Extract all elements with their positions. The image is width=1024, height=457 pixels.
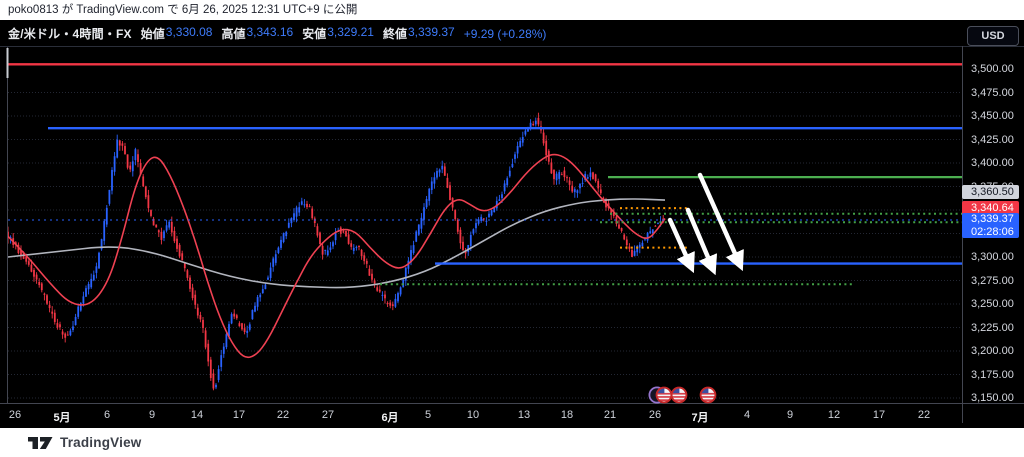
us-flag-event-icon[interactable] (655, 386, 673, 404)
plot-borders (0, 46, 1024, 423)
white-ma-line (7, 198, 666, 289)
price-tick-label: 3,175.00 (971, 368, 1014, 381)
time-tick-month: 6月 (381, 412, 399, 424)
ohlc-field: 安値 3,329.21 (302, 25, 374, 41)
time-tick-day: 27 (321, 409, 335, 421)
ohlc-field: 高値 3,343.16 (221, 25, 294, 41)
us-flag-event-icon[interactable] (699, 386, 717, 404)
tradingview-logo-icon[interactable] (28, 434, 53, 451)
time-tick-day: 13 (517, 409, 531, 421)
price-tick-label: 3,300.00 (971, 251, 1014, 263)
chart-container[interactable]: 金/米ドル・4時間・FX 始値 3,330.08 高値 3,343.16 安値 3,329… (0, 20, 1024, 428)
time-tick-day: 21 (603, 409, 617, 421)
time-tick-day: 18 (560, 409, 574, 421)
price-tick-label: 3,475.00 (971, 86, 1014, 99)
gridlines (8, 92, 962, 399)
price-tick-label: 3,225.00 (971, 321, 1014, 334)
price-tick-label: 3,150.00 (971, 392, 1014, 404)
price-scale[interactable]: USD 3,500.00 3,475.00 3,450.00 3,425.00 3,40… (962, 20, 1024, 428)
time-tick-day: 10 (466, 409, 480, 421)
symbol-title[interactable]: 金/米ドル・4時間・FX (8, 27, 132, 41)
bar-countdown: 02:28:06 (971, 225, 1014, 238)
time-tick-day: 26 (648, 409, 662, 421)
price-tick-label: 3,425.00 (971, 133, 1014, 146)
last-price-value: 3,339.37 (971, 213, 1014, 225)
time-tick-month: 5月 (53, 412, 71, 424)
symbol-legend: 金/米ドル・4時間・FX 始値 3,330.08 高値 3,343.16 安値 3,329… (8, 25, 546, 42)
time-tick-day: 17 (232, 409, 246, 421)
red-ma-price-tag: 3,340.64 (962, 201, 1019, 215)
price-tick-label: 3,275.00 (971, 274, 1014, 287)
white-ma-price-tag: 3,360.50 (962, 185, 1019, 199)
price-tick-label: 3,450.00 (971, 110, 1014, 122)
red-ma-line (7, 153, 666, 359)
publication-info-bar: poko0813 が TradingView.com で 6月 26, 2025… (0, 0, 1024, 20)
publication-text: poko0813 が TradingView.com で 6月 26, 2025… (8, 4, 358, 16)
time-tick-day: 4 (743, 409, 751, 421)
time-tick-day: 22 (917, 409, 931, 421)
ohlc-field: 終値 3,339.37 (382, 25, 455, 41)
last-price-tag: 3,339.37 02:28:06 (962, 213, 1019, 238)
price-tick-label: 3,250.00 (971, 298, 1014, 310)
time-tick-day: 22 (276, 409, 290, 421)
ohlc-field: 始値 3,330.08 (140, 25, 213, 41)
price-tick-label: 3,500.00 (971, 63, 1014, 75)
currency-toggle-button[interactable]: USD (967, 26, 1019, 46)
time-tick-day: 26 (8, 409, 22, 421)
us-flag-event-icon[interactable] (670, 386, 688, 404)
chart-canvas[interactable] (0, 20, 1024, 428)
footer-bar: TradingView (0, 428, 1024, 457)
time-tick-day: 6 (103, 409, 111, 421)
time-axis[interactable]: 26 5月 6 9 14 17 22 27 6月 5 10 13 18 21 26 7月 4 9 12 17 22 (0, 403, 962, 428)
down-arrows-drawing[interactable] (667, 172, 744, 276)
time-tick-day: 12 (827, 409, 841, 421)
ohlc-fields: 始値 3,330.08 高値 3,343.16 安値 3,329.21 終値 3,339.37 (141, 25, 455, 42)
time-tick-day: 9 (786, 409, 794, 421)
tradingview-brand-text[interactable]: TradingView (60, 435, 142, 450)
time-tick-day: 14 (190, 409, 204, 421)
change-value: +9.29 (+0.28%) (463, 26, 547, 41)
price-tick-label: 3,400.00 (971, 157, 1014, 169)
time-tick-month: 7月 (691, 412, 709, 424)
price-tick-label: 3,200.00 (971, 345, 1014, 357)
candles-layer[interactable] (7, 112, 665, 391)
time-tick-day: 5 (424, 409, 432, 421)
time-tick-day: 17 (872, 409, 886, 421)
time-tick-day: 9 (148, 409, 156, 421)
